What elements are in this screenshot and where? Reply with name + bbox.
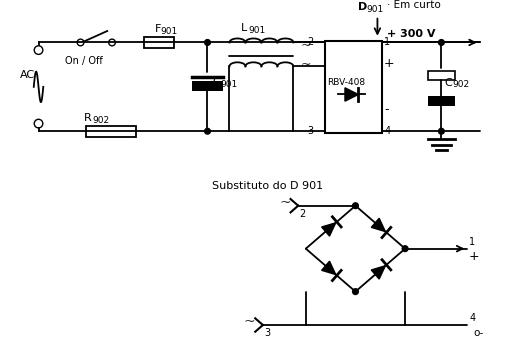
Polygon shape	[371, 266, 385, 279]
Text: RBV-408: RBV-408	[327, 78, 365, 86]
Text: C: C	[212, 77, 220, 87]
Text: Substituto do D 901: Substituto do D 901	[212, 181, 323, 191]
Text: 1: 1	[384, 37, 390, 47]
Circle shape	[438, 128, 444, 134]
Text: 2: 2	[307, 37, 314, 47]
Text: 901: 901	[249, 26, 266, 35]
Polygon shape	[322, 223, 336, 236]
Circle shape	[402, 246, 408, 252]
Text: -: -	[384, 103, 388, 117]
Text: R: R	[84, 113, 92, 123]
Polygon shape	[322, 261, 336, 275]
Text: L: L	[241, 23, 247, 33]
Polygon shape	[345, 88, 358, 101]
Polygon shape	[371, 218, 385, 232]
Text: AC: AC	[19, 71, 34, 80]
Text: 901: 901	[220, 80, 237, 89]
Bar	[325, 41, 382, 133]
Text: ~: ~	[279, 196, 291, 210]
Text: 901: 901	[366, 5, 383, 14]
Circle shape	[205, 128, 211, 134]
Circle shape	[353, 203, 358, 208]
Text: 3: 3	[264, 328, 270, 338]
Bar	[428, 71, 455, 80]
Text: 2: 2	[299, 208, 305, 219]
Text: + 300 V: + 300 V	[387, 28, 435, 39]
Text: F: F	[155, 24, 161, 34]
Text: 902: 902	[92, 116, 109, 124]
Text: 1: 1	[469, 237, 475, 247]
Circle shape	[205, 40, 211, 45]
Text: ~: ~	[301, 39, 311, 52]
Text: 4: 4	[384, 126, 390, 136]
Text: ~: ~	[244, 315, 255, 329]
Circle shape	[353, 289, 358, 295]
Text: 3: 3	[307, 126, 314, 136]
Bar	[428, 96, 455, 106]
Circle shape	[438, 40, 444, 45]
Text: +: +	[384, 57, 395, 70]
Text: +: +	[469, 250, 479, 263]
Text: C: C	[444, 78, 452, 88]
Text: On / Off: On / Off	[66, 56, 103, 66]
Text: D: D	[358, 2, 368, 12]
Text: o-: o-	[473, 328, 483, 338]
Bar	[86, 125, 136, 137]
Bar	[144, 37, 174, 48]
Text: 901: 901	[161, 27, 178, 36]
Text: · Em curto: · Em curto	[387, 0, 441, 10]
Bar	[192, 81, 223, 91]
Text: ~: ~	[301, 58, 311, 71]
Text: 4: 4	[469, 313, 475, 323]
Text: 902: 902	[452, 80, 469, 89]
